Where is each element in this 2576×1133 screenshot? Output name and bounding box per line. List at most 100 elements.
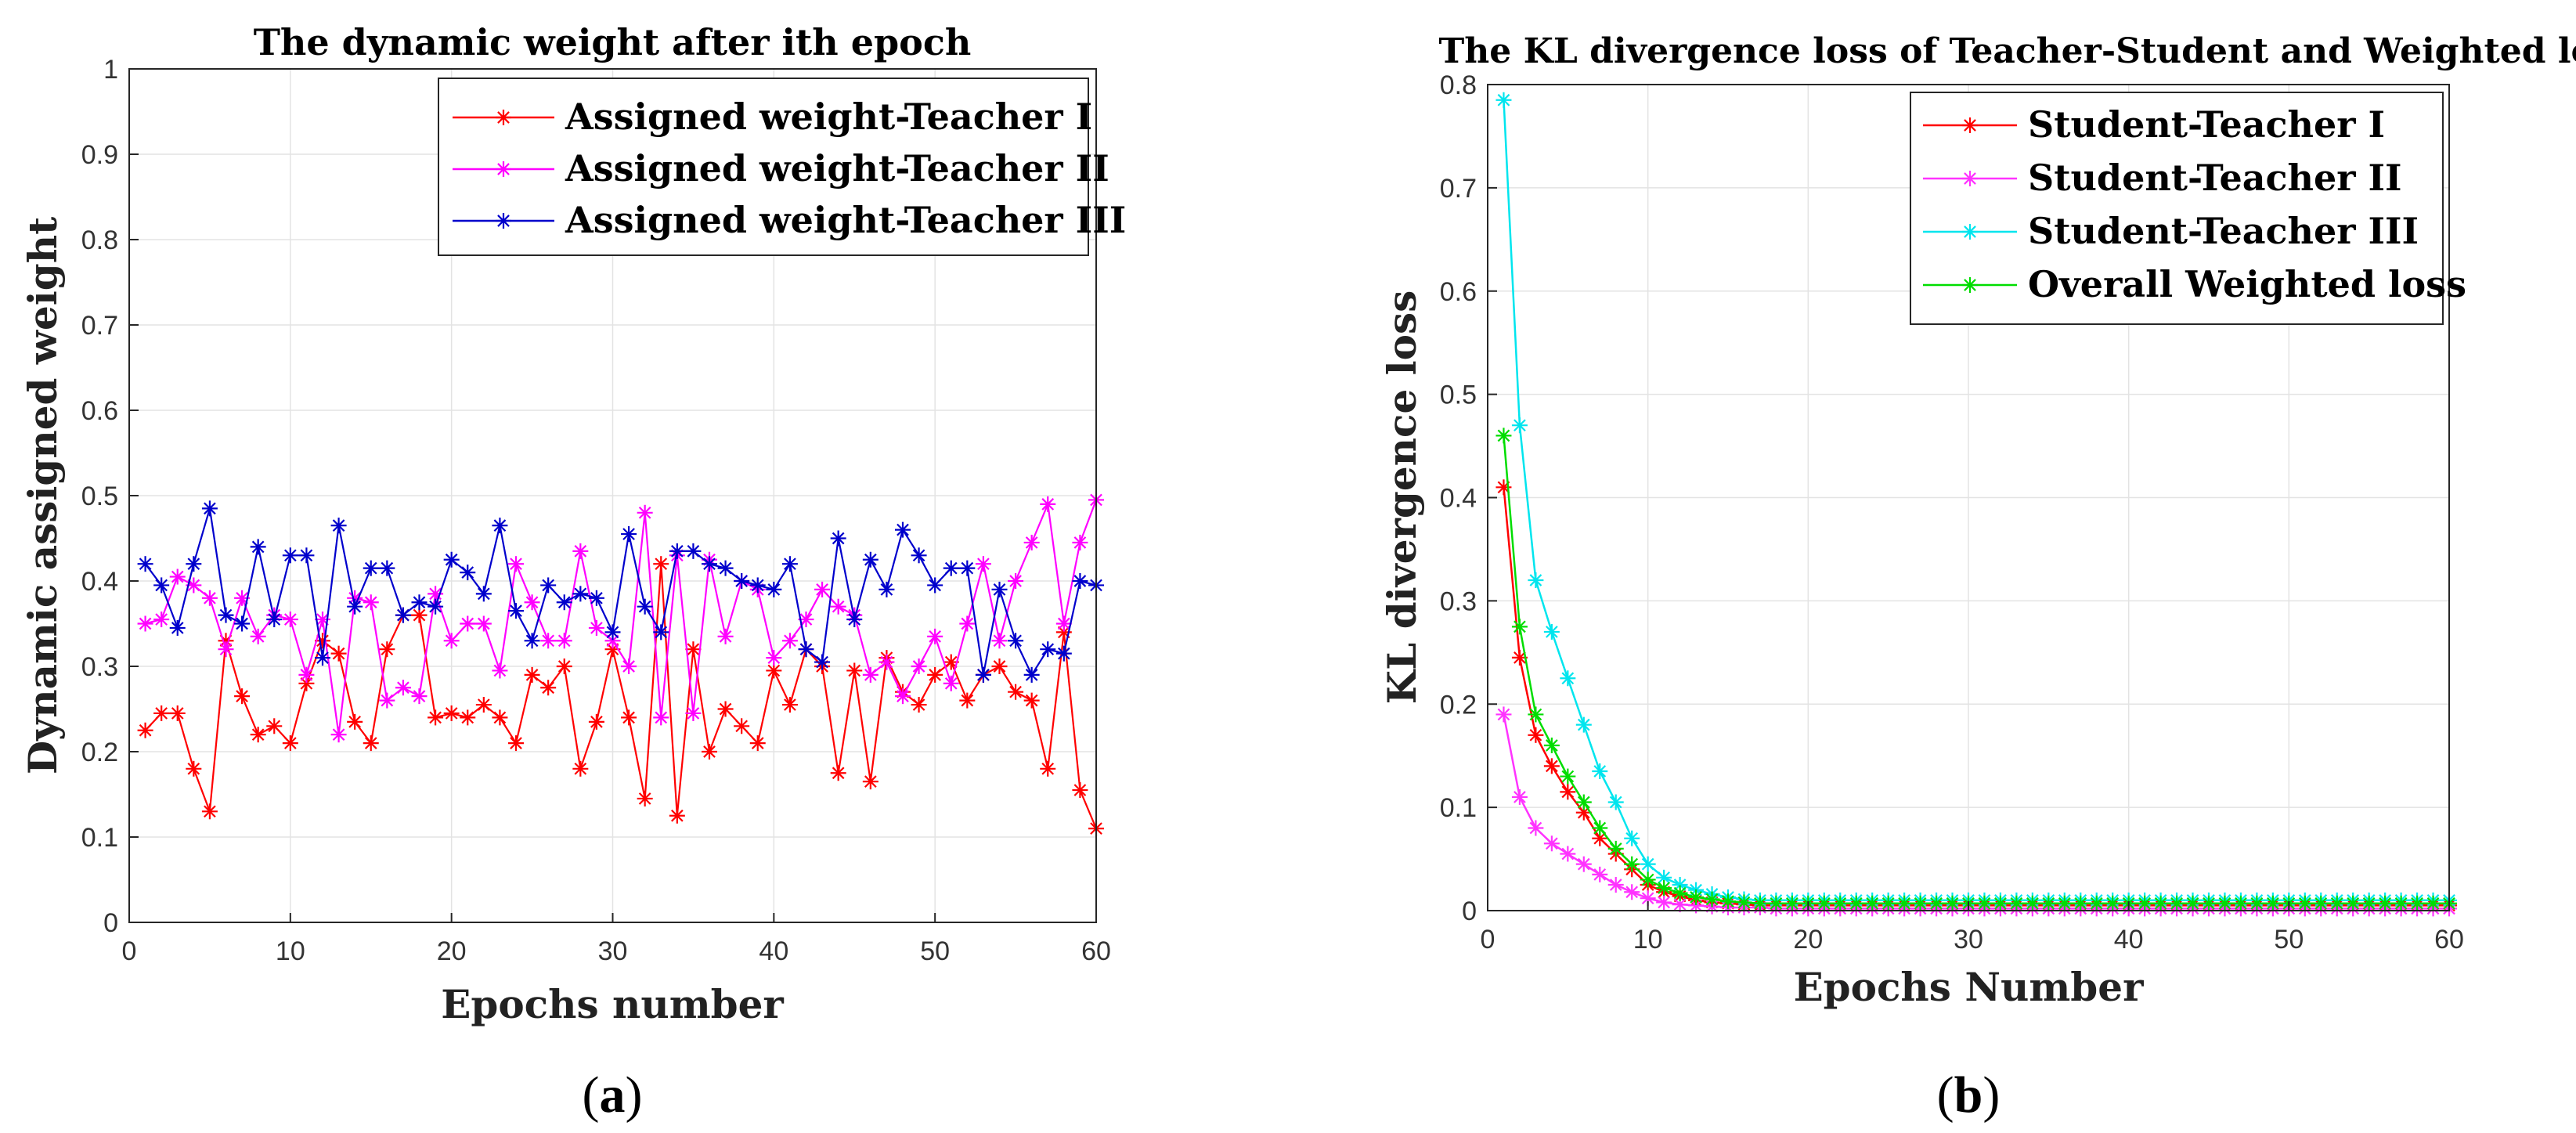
b-legend-label: Student-Teacher I xyxy=(2028,103,2385,146)
b-series-4-point xyxy=(2393,895,2409,911)
a-series-3-point xyxy=(862,551,879,568)
a-series-2-point xyxy=(895,688,911,705)
a-xtick-label: 40 xyxy=(759,936,788,966)
b-series-3-point xyxy=(1607,794,1624,810)
chart-b-tick-labels: 0 10 20 30 40 50 60 0 0.1 0.2 0.3 0.4 0.5 0.6 0.7 0.8 xyxy=(1440,70,2464,954)
a-series-2-point xyxy=(927,628,943,644)
a-series-3-point xyxy=(572,586,589,602)
b-series-1-point xyxy=(1592,830,1608,846)
a-series-1-point xyxy=(588,713,604,730)
b-series-4-point xyxy=(1912,895,1928,911)
b-ytick-label: 0.6 xyxy=(1440,277,1477,307)
a-series-1-point xyxy=(846,662,863,679)
a-series-2-point xyxy=(862,666,879,683)
a-series-2-point xyxy=(298,666,315,683)
b-series-4-point xyxy=(1624,856,1640,872)
b-series-4-point xyxy=(2264,895,2281,911)
a-series-1-point xyxy=(475,697,492,713)
a-series-1-point xyxy=(621,709,637,726)
a-series-3-point xyxy=(991,581,1008,597)
b-legend-item: Overall Weighted loss xyxy=(1923,263,2466,305)
a-series-3-point xyxy=(330,518,347,534)
b-series-3-point xyxy=(1575,716,1592,733)
a-series-1-point xyxy=(330,645,347,662)
a-series-3-point xyxy=(395,607,411,623)
a-series-3-point xyxy=(637,598,653,615)
a-series-2-point xyxy=(621,659,637,674)
a-legend-swatch-marker xyxy=(496,213,511,229)
a-xtick-label: 60 xyxy=(1081,936,1111,966)
a-series-2-point xyxy=(330,727,347,743)
a-series-2-point xyxy=(1008,573,1024,589)
a-series-1-point xyxy=(1008,684,1024,700)
a-series-2-point xyxy=(685,705,702,721)
a-series-1-point xyxy=(266,718,283,734)
a-series-1-point xyxy=(749,735,766,752)
a-series-3-point xyxy=(556,594,572,611)
a-series-3-point xyxy=(234,615,251,632)
a-series-1-point xyxy=(250,727,266,743)
b-ytick-label: 0.8 xyxy=(1440,70,1477,100)
b-legend-label: Student-Teacher II xyxy=(2028,157,2402,199)
a-series-1-point xyxy=(347,713,363,730)
b-series-4-point xyxy=(1816,895,1832,911)
a-series-2-point xyxy=(572,543,589,559)
a-legend-swatch-marker xyxy=(496,110,511,125)
a-series-2-point xyxy=(540,633,557,649)
b-series-4-point xyxy=(1720,893,1736,910)
a-series-2-point xyxy=(766,650,782,666)
a-series-3-point xyxy=(460,565,476,581)
a-series-1-point xyxy=(169,705,186,721)
a-series-2-point xyxy=(830,598,846,615)
a-series-2-point xyxy=(911,659,927,674)
a-series-2-point xyxy=(717,628,734,644)
a-series-2-point xyxy=(363,594,379,611)
a-series-3-point xyxy=(315,650,330,666)
b-series-1-point xyxy=(1528,727,1544,743)
a-series-2-point xyxy=(1040,496,1056,512)
a-series-1-point xyxy=(781,697,798,713)
b-legend-swatch-marker xyxy=(1962,171,1978,186)
a-series-2-point xyxy=(975,556,991,572)
a-series-2-line xyxy=(145,500,1098,735)
b-series-3-point xyxy=(1592,763,1608,779)
caption-b: (b) xyxy=(1937,1066,2001,1124)
b-ytick-label: 0.3 xyxy=(1440,586,1477,616)
b-series-1-point xyxy=(1543,758,1560,774)
a-series-2-point xyxy=(991,633,1008,649)
b-series-4-point xyxy=(2313,895,2329,911)
a-series-3-point xyxy=(1072,573,1088,589)
a-series-3-point xyxy=(411,594,428,611)
b-series-4-point xyxy=(2217,895,2233,911)
a-series-1-point xyxy=(572,760,589,777)
b-series-3-point xyxy=(1624,830,1640,846)
b-series-2-point xyxy=(1592,866,1608,882)
b-series-4-point xyxy=(2201,895,2217,911)
chart-b: The KL divergence loss of Teacher-Studen… xyxy=(1379,31,2576,1124)
a-ytick-label: 0.1 xyxy=(81,823,118,853)
b-series-4-point xyxy=(2296,895,2313,911)
a-xtick-label: 50 xyxy=(920,936,950,966)
a-legend-label: Assigned weight-Teacher III xyxy=(565,199,1126,241)
b-series-4-point xyxy=(1768,895,1784,911)
a-series-3-point xyxy=(798,641,814,658)
b-legend-item: Student-Teacher I xyxy=(1923,103,2385,146)
a-series-2-point xyxy=(1072,534,1088,550)
a-legend-item: Assigned weight-Teacher III xyxy=(453,199,1126,241)
a-series-3-point xyxy=(1008,633,1024,649)
a-series-1-point xyxy=(201,803,218,820)
a-series-3-point xyxy=(1023,666,1040,683)
a-series-1-point xyxy=(685,641,702,658)
b-xtick-label: 0 xyxy=(1481,925,1495,954)
a-ytick-label: 0 xyxy=(103,908,118,938)
a-series-1-point xyxy=(927,666,943,683)
b-series-1-point xyxy=(1560,784,1576,800)
b-series-2-point xyxy=(1495,706,1512,723)
a-series-3-point xyxy=(169,619,186,636)
chart-a-legend-box xyxy=(438,78,1089,256)
a-series-3-point xyxy=(911,547,927,564)
b-series-4 xyxy=(1495,428,2457,911)
a-series-3-point xyxy=(379,560,395,576)
b-series-4-point xyxy=(1832,895,1849,911)
a-series-1-point xyxy=(734,718,750,734)
